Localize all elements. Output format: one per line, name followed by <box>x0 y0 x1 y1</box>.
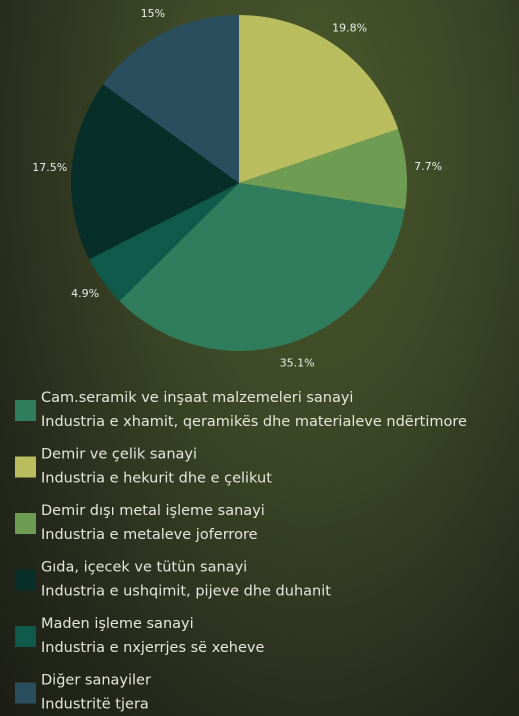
legend-label-sq: Industria e metaleve joferrore <box>41 527 258 543</box>
legend-label: Cam.seramik ve inşaat malzemeleri sanayi <box>41 390 353 406</box>
chart: 19.8% 7.7% 35.1% 4.9% 17.5% 15% Cam.seramik ve… <box>0 0 519 716</box>
legend-label-sq: Industria e ushqimit, pijeve dhe duhanit <box>41 584 331 600</box>
page: 19.8% 7.7% 35.1% 4.9% 17.5% 15% Cam.seramik ve… <box>0 0 519 716</box>
legend-swatch <box>15 570 36 591</box>
slice-label: 19.8% <box>332 22 367 35</box>
legend-label: Diğer sanayiler <box>41 673 151 689</box>
legend-label-sq: Industritë tjera <box>41 697 149 713</box>
legend-label-sq: Industria e xhamit, qeramikës dhe materi… <box>41 414 467 430</box>
legend-swatch <box>15 513 36 534</box>
slice-label: 15% <box>141 7 165 20</box>
legend-swatch <box>15 683 36 704</box>
slice-label: 17.5% <box>32 161 67 174</box>
legend-label-sq: Industria e nxjerrjes së xeheve <box>41 640 264 656</box>
legend-swatch <box>15 457 36 478</box>
legend-label: Demir dışı metal işleme sanayi <box>41 503 265 519</box>
slice-label: 35.1% <box>280 357 315 370</box>
legend-swatch <box>15 400 36 421</box>
legend-swatch <box>15 626 36 647</box>
slice-label: 4.9% <box>71 287 99 300</box>
legend-label: Demir ve çelik sanayi <box>41 447 197 463</box>
slice-label: 7.7% <box>414 160 442 173</box>
legend-label: Gıda, içecek ve tütün sanayi <box>41 560 247 576</box>
legend-label-sq: Industria e hekurit dhe e çelikut <box>41 471 272 487</box>
legend-label: Maden işleme sanayi <box>41 616 194 632</box>
